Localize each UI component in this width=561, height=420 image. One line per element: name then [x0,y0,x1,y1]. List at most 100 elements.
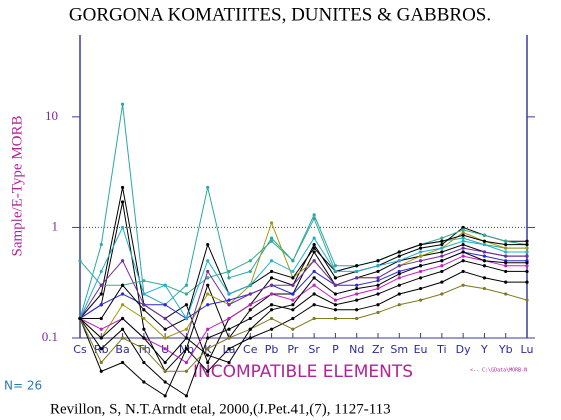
data-point [163,347,167,351]
data-point [461,233,465,237]
data-point [163,303,167,307]
data-point [355,316,359,321]
data-point [163,316,167,321]
data-point [440,269,444,274]
data-point [525,280,529,284]
data-point [312,217,316,221]
data-point [376,264,380,268]
x-tick-label: Ba [115,343,129,356]
data-point [227,292,231,296]
data-point [248,316,252,321]
data-point [418,242,423,247]
data-point [440,264,444,268]
data-point [163,394,167,398]
data-point [248,303,252,307]
data-point [248,292,252,296]
series-line [79,251,527,364]
series-line [79,270,527,397]
data-point [120,102,125,106]
data-point [482,276,487,280]
data-point [525,264,529,268]
data-point [184,292,189,296]
data-point [504,242,508,247]
data-point [184,316,189,321]
data-point [504,261,508,265]
data-point [269,221,274,225]
data-point [397,283,401,287]
data-point [333,264,338,268]
data-point [142,308,146,312]
data-point [142,279,146,283]
data-point [525,239,529,243]
data-point [355,269,359,274]
data-point [461,236,465,240]
data-point [269,276,274,280]
data-point [482,242,487,247]
data-point [376,259,380,263]
data-point [227,360,231,365]
data-point [142,336,146,340]
data-point [418,259,423,263]
data-point [291,292,295,296]
data-point [291,276,295,280]
data-point [99,316,103,321]
data-point [248,336,252,340]
x-tick-label: Pb [265,343,279,356]
data-point [269,292,274,296]
data-point [269,308,274,312]
citation: Revillon, S, N.T.Arndt etal, 2000,(J.Pet… [50,401,391,417]
data-point [120,200,125,204]
data-point [99,283,103,287]
data-point [248,308,252,312]
data-point [120,225,125,230]
data-point [142,316,146,321]
data-point [440,239,444,243]
data-point [99,369,103,373]
data-point [333,308,338,312]
x-tick-label: Sr [308,343,320,356]
data-point [376,279,380,283]
x-tick-label: Ti [436,343,446,356]
data-point [163,283,167,287]
data-point [312,283,316,287]
data-point [376,310,380,315]
data-point [206,353,210,357]
data-point [120,283,125,287]
x-tick-label: Yb [498,343,513,356]
data-point [120,336,125,340]
data-point [291,327,295,331]
data-point [525,254,529,258]
series-line [79,221,527,339]
data-point [397,269,401,274]
data-point [142,380,146,384]
series-line [79,217,528,295]
data-point [333,303,338,307]
data-point [206,283,210,287]
data-point [525,242,529,247]
data-point [227,316,231,321]
data-point [206,185,210,190]
data-point [206,327,210,331]
data-point [184,347,189,351]
data-point [120,292,125,296]
data-point [504,269,508,274]
data-point [397,292,401,296]
series-line [80,234,527,330]
data-point [99,242,103,247]
data-point [312,246,316,250]
data-point [120,316,125,321]
data-point [418,269,423,274]
data-point [312,292,316,296]
data-point [461,239,465,243]
x-tick-label: Y [480,343,488,356]
data-point [227,327,231,331]
y-axis-label: Sample/E-Type MORB [9,115,25,256]
data-point [504,280,508,284]
data-point [99,303,103,307]
data-point [504,250,508,254]
data-point [184,327,189,331]
data-point [355,308,359,312]
annotation: N= 26 [4,379,42,393]
x-tick-label: Cs [73,343,87,356]
data-point [461,230,465,235]
